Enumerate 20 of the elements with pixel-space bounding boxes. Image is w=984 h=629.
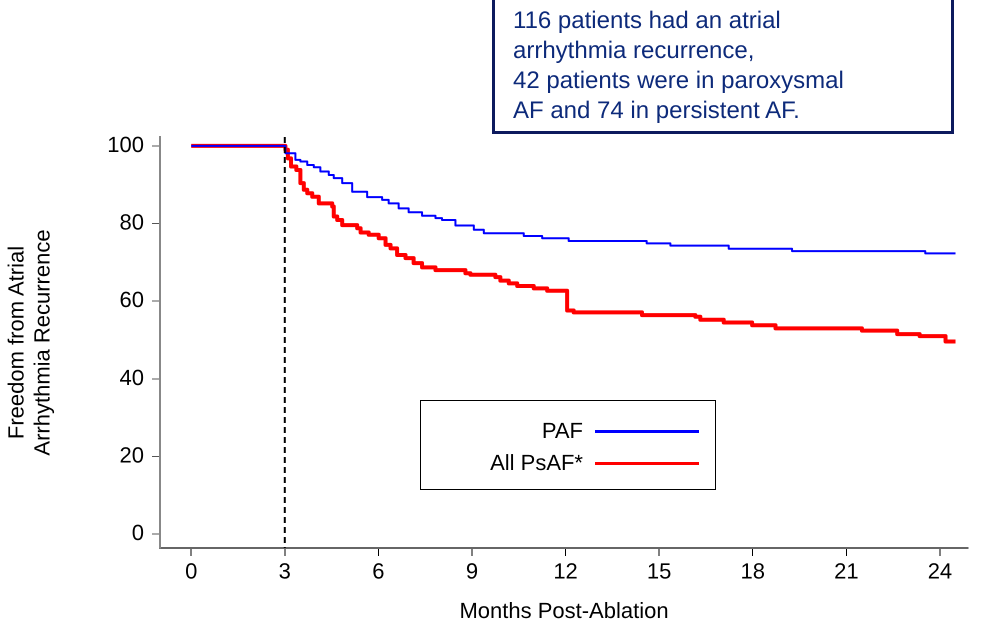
x-tick-label: 12 — [553, 558, 578, 584]
note-box: 116 patients had an atrial arrhythmia recurrence, 42 patients were in paroxysmal AF and 74 in persistent AF. — [492, 0, 954, 134]
x-axis-title: Months Post-Ablation — [459, 598, 669, 623]
y-tick-label: 0 — [132, 520, 144, 546]
legend-label: PAF — [540, 418, 583, 444]
y-axis-title: Freedom from Atrial Arrhythmia Recurrence — [3, 229, 55, 456]
legend-label: All PsAF* — [489, 450, 583, 476]
x-tick-label: 15 — [646, 558, 672, 584]
x-tick-label: 0 — [185, 558, 198, 584]
y-tick-label: 80 — [120, 210, 144, 235]
x-tick-label: 18 — [740, 558, 765, 584]
x-tick-label: 6 — [372, 558, 385, 584]
y-tick-label: 20 — [120, 442, 144, 468]
x-tick-label: 3 — [278, 558, 291, 584]
y-tick-label: 100 — [107, 132, 144, 157]
x-tick-label: 21 — [834, 558, 859, 584]
x-tick-label: 24 — [928, 558, 952, 584]
y-tick-label: 60 — [120, 287, 144, 312]
y-tick-label: 40 — [120, 364, 144, 390]
x-tick-label: 9 — [466, 558, 478, 584]
